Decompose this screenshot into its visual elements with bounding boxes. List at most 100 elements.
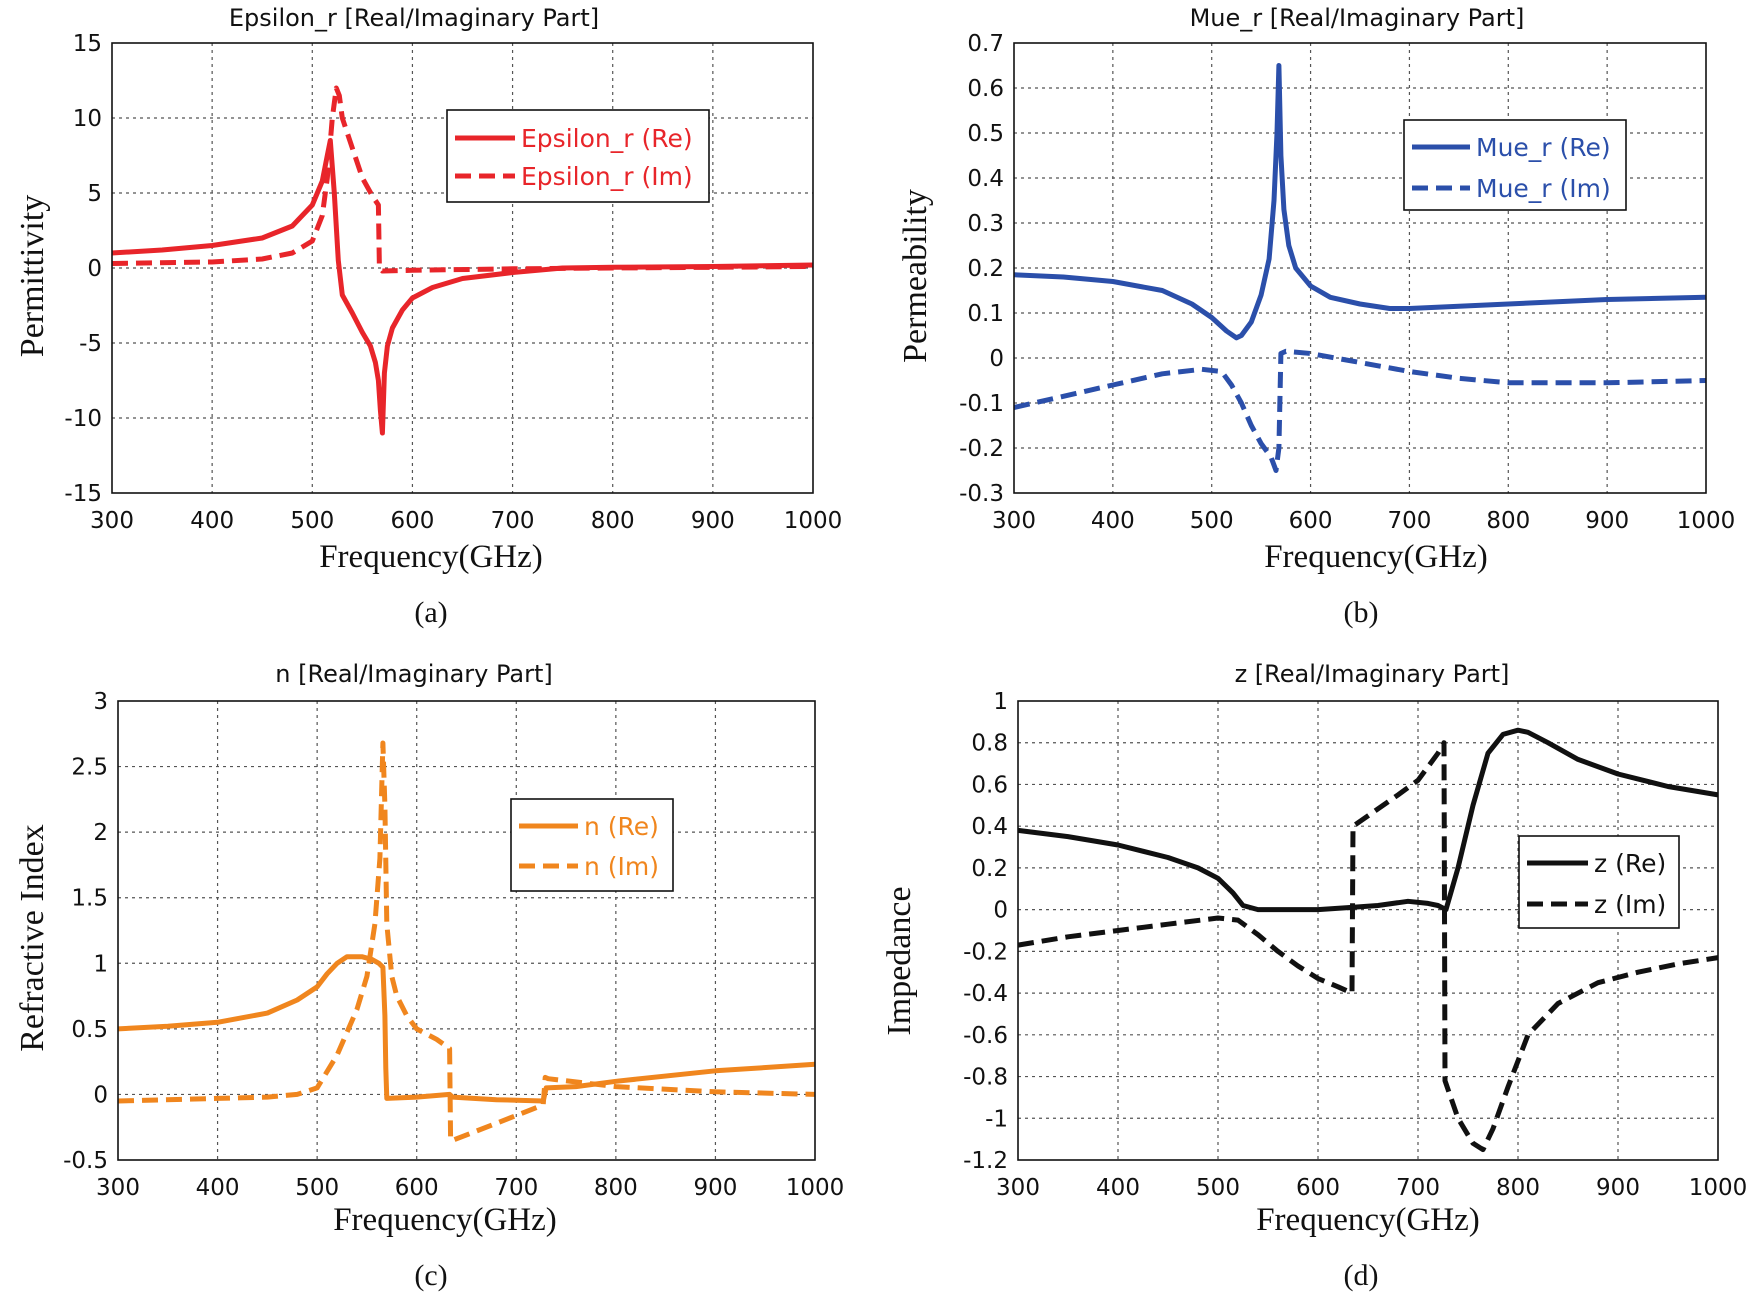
plot-frame [1017, 700, 1719, 1161]
legend-label-re: Mue_r (Re) [1476, 133, 1611, 162]
x-tick-label: 800 [591, 508, 635, 534]
series-line-imaginary [1013, 348, 1707, 473]
x-tick-label: 800 [594, 1175, 638, 1201]
x-axis-label: Frequency(GHz) [319, 539, 543, 575]
x-axis-label: Frequency(GHz) [333, 1202, 557, 1238]
x-tick-label: 700 [491, 508, 535, 534]
y-tick-label: -15 [64, 481, 102, 507]
legend-label-im: Epsilon_r (Im) [521, 162, 693, 191]
x-tick-label: 500 [1190, 508, 1234, 534]
y-axis-label: Impedance [881, 886, 918, 1035]
y-tick-label: 0.4 [967, 166, 1004, 192]
y-tick-label: -0.2 [963, 939, 1008, 965]
y-tick-label: 2.5 [71, 755, 108, 781]
series-lines [117, 740, 816, 1143]
y-tick-label: 0.6 [967, 76, 1004, 102]
panel-caption: (b) [1344, 596, 1379, 629]
plot-frame [111, 42, 814, 494]
x-tick-label: 300 [90, 508, 134, 534]
y-tick-labels: -1.2 -1 -0.8 -0.6 -0.4 -0.2 0 0.2 0.4 0.6 0.8 1 [963, 689, 1008, 1174]
y-axis-label: Permeability [897, 189, 934, 363]
y-tick-label: 10 [73, 106, 102, 132]
y-tick-label: 0.4 [971, 814, 1008, 840]
x-tick-label: 300 [996, 1175, 1040, 1201]
legend: Mue_r (Re) Mue_r (Im) [1403, 119, 1627, 211]
panel-b: Mue_r [Real/Imaginary Part] -0.3 -0.2 -0.1… [897, 4, 1735, 629]
x-tick-label: 400 [1096, 1175, 1140, 1201]
series-line-imaginary [111, 85, 814, 274]
chart-title: z [Real/Imaginary Part] [1235, 660, 1510, 688]
chart-title: Mue_r [Real/Imaginary Part] [1190, 4, 1525, 32]
x-tick-label: 900 [1585, 508, 1629, 534]
panel-c: n [Real/Imaginary Part] -0.5 0 0.5 1 1.5 2 2.5… [14, 660, 844, 1292]
series-lines [1017, 727, 1719, 1153]
legend-box [1518, 835, 1680, 929]
y-tick-label: -1 [985, 1106, 1008, 1132]
chart-title: n [Real/Imaginary Part] [275, 660, 552, 688]
x-tick-label: 1000 [786, 1175, 845, 1201]
y-tick-label: 0 [993, 898, 1008, 924]
plot-frame [117, 700, 816, 1161]
y-tick-label: 0.6 [971, 772, 1008, 798]
x-tick-label: 800 [1486, 508, 1530, 534]
y-tick-label: 0 [87, 256, 102, 282]
x-tick-label: 1000 [1677, 508, 1736, 534]
x-tick-labels: 300 400 500 600 700 800 900 1000 [992, 508, 1735, 534]
x-tick-label: 800 [1496, 1175, 1540, 1201]
y-tick-label: 0.5 [71, 1017, 108, 1043]
x-tick-label: 1000 [1689, 1175, 1748, 1201]
y-tick-label: -0.1 [959, 391, 1004, 417]
y-tick-label: 1 [93, 951, 108, 977]
y-tick-label: 0.3 [967, 211, 1004, 237]
legend: n (Re) n (Im) [510, 798, 674, 892]
x-tick-labels: 300 400 500 600 700 800 900 1000 [90, 508, 842, 534]
y-tick-label: -0.5 [63, 1148, 108, 1174]
panel-a: Epsilon_r [Real/Imaginary Part] -15 -10 -5… [14, 4, 842, 629]
series-line-imaginary [117, 740, 816, 1143]
x-tick-label: 300 [96, 1175, 140, 1201]
y-axis-label: Refractive Index [14, 824, 51, 1052]
legend-label-im: n (Im) [584, 852, 659, 881]
x-axis-label: Frequency(GHz) [1256, 1202, 1480, 1238]
series-line-real [1017, 727, 1719, 913]
x-tick-label: 300 [992, 508, 1036, 534]
legend-box [446, 109, 710, 203]
x-tick-label: 500 [295, 1175, 339, 1201]
y-tick-label: 0.7 [967, 31, 1004, 57]
series-line-real [111, 138, 814, 436]
chart-title: Epsilon_r [Real/Imaginary Part] [229, 4, 599, 32]
x-tick-labels: 300 400 500 600 700 800 900 1000 [96, 1175, 844, 1201]
y-tick-label: 1.5 [71, 886, 108, 912]
y-tick-label: 0.2 [967, 256, 1004, 282]
panel-caption: (a) [414, 596, 447, 629]
y-tick-labels: -15 -10 -5 0 5 10 15 [64, 31, 102, 507]
legend-label-re: z (Re) [1594, 849, 1666, 878]
y-tick-label: 1 [993, 689, 1008, 715]
x-tick-label: 700 [1396, 1175, 1440, 1201]
y-tick-label: 0.2 [971, 856, 1008, 882]
y-tick-labels: -0.3 -0.2 -0.1 0 0.1 0.2 0.3 0.4 0.5 0.6 0.7 [959, 31, 1004, 507]
y-tick-label: 15 [73, 31, 102, 57]
y-tick-label: -10 [64, 406, 102, 432]
y-tick-label: -5 [79, 331, 102, 357]
panel-caption: (c) [414, 1259, 447, 1292]
x-tick-label: 500 [1196, 1175, 1240, 1201]
x-tick-label: 400 [1091, 508, 1135, 534]
y-tick-label: 0.8 [971, 731, 1008, 757]
y-tick-label: -1.2 [963, 1148, 1008, 1174]
y-tick-label: 0.5 [967, 121, 1004, 147]
x-tick-label: 600 [390, 508, 434, 534]
legend-label-re: n (Re) [584, 812, 659, 841]
y-tick-label: 0 [989, 346, 1004, 372]
y-tick-label: 3 [93, 689, 108, 715]
y-tick-label: -0.8 [963, 1065, 1008, 1091]
panel-d: z [Real/Imaginary Part] -1.2 -1 -0.8 -0.6 -0… [881, 660, 1747, 1292]
series-line-real [117, 954, 816, 1104]
legend: Epsilon_r (Re) Epsilon_r (Im) [446, 109, 710, 203]
series-line-imaginary [1017, 740, 1719, 1153]
series-line-real [1013, 63, 1707, 341]
x-tick-label: 700 [494, 1175, 538, 1201]
gridlines [1014, 43, 1706, 493]
x-tick-label: 900 [693, 1175, 737, 1201]
